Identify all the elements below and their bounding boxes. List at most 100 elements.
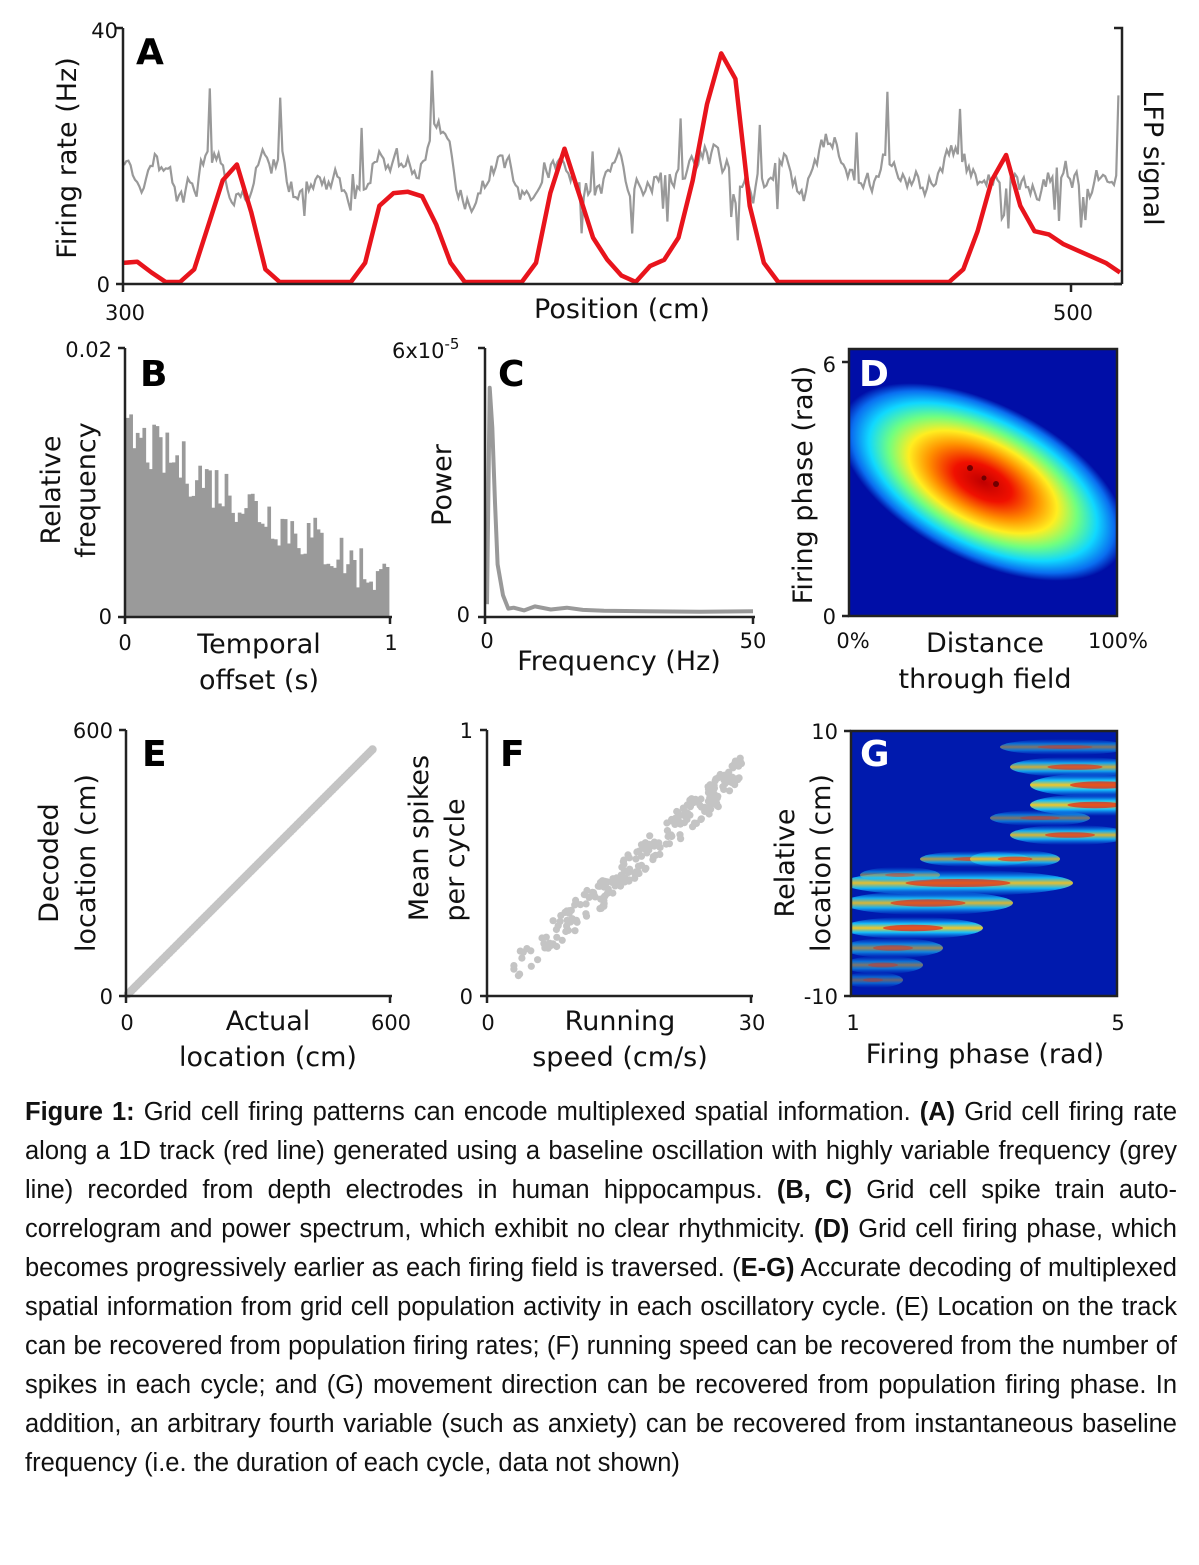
speed-point	[518, 954, 526, 962]
speed-point	[516, 947, 524, 955]
histogram-bar	[313, 517, 318, 617]
panel-c-ytick-top: 6x10-5	[392, 335, 459, 363]
histogram-bar	[310, 537, 314, 617]
speed-point	[510, 962, 518, 970]
panel-d-xlabel-2: through field	[899, 664, 1072, 695]
speed-point	[523, 945, 531, 953]
heatmap-streak-core	[1070, 781, 1117, 789]
panel-c-xtick-50: 50	[740, 629, 767, 653]
panel-c: C 6x10-5 0 0 50 Frequency (Hz) Power	[392, 335, 766, 677]
histogram-bar	[181, 441, 186, 617]
histogram-bar	[234, 521, 239, 617]
histogram-bar	[224, 473, 229, 617]
phase-precession-heatmap	[849, 349, 1117, 616]
speed-point	[600, 902, 608, 910]
speed-point	[696, 801, 704, 810]
panel-g-xlabel: Firing phase (rad)	[866, 1039, 1104, 1070]
speed-point	[538, 934, 546, 942]
histogram-bar	[178, 477, 183, 617]
heatmap-streak	[860, 867, 940, 883]
speed-point	[620, 856, 628, 864]
histogram-bar	[277, 545, 281, 617]
speed-point	[556, 917, 564, 926]
speed-point	[582, 900, 590, 908]
speed-point	[728, 762, 736, 770]
caption-part-4: Grid cell firing phase, which becomes pr…	[25, 1215, 1177, 1282]
histogram-bar	[280, 518, 285, 617]
panel-b-xlabel-2: offset (s)	[199, 665, 319, 696]
speed-point	[642, 864, 650, 872]
speed-point	[564, 926, 572, 935]
panel-a-ylabel: Firing rate (Hz)	[52, 57, 83, 258]
speed-point	[674, 808, 682, 816]
histogram-bar	[293, 533, 298, 617]
histogram-bar	[227, 495, 232, 617]
heatmap-streak	[851, 972, 903, 988]
histogram-bar	[365, 582, 370, 617]
caption-part-1: Grid cell firing patterns can encode mul…	[134, 1098, 920, 1126]
speed-point	[736, 754, 744, 762]
speed-point	[633, 848, 641, 856]
heatmap-streaks	[851, 739, 1117, 988]
caption-tag-d: (D)	[814, 1215, 850, 1243]
speed-point	[624, 851, 632, 859]
autocorrelogram-bars	[126, 414, 390, 617]
histogram-bar	[385, 567, 390, 617]
histogram-bar	[359, 548, 364, 617]
heatmap-streak-core	[1047, 764, 1103, 770]
histogram-bar	[336, 559, 341, 617]
histogram-bar	[342, 573, 347, 617]
panel-a-xtick-500: 500	[1053, 301, 1093, 325]
histogram-bar	[346, 564, 350, 617]
decoded-location-points	[123, 745, 377, 999]
heatmap-streak-core	[1067, 801, 1117, 809]
histogram-bar	[198, 465, 203, 617]
panel-g-xtick-5: 5	[1111, 1011, 1124, 1035]
speed-point	[604, 885, 612, 893]
histogram-bar	[379, 569, 383, 617]
panel-c-xlabel: Frequency (Hz)	[517, 646, 721, 677]
panel-a-ytick-0: 0	[97, 273, 110, 297]
panel-f-xlabel-1: Running	[565, 1006, 676, 1037]
heatmap-streak-core	[890, 899, 966, 907]
speed-point	[596, 882, 604, 890]
histogram-bar	[172, 462, 176, 617]
histogram-bar	[300, 554, 304, 617]
speed-point	[649, 856, 657, 864]
panel-f: F 0 1 0 30 Running speed (cm/s) Mean spi…	[404, 719, 765, 1073]
speed-point	[680, 819, 689, 827]
speed-point	[621, 867, 629, 875]
speed-point	[671, 814, 679, 822]
histogram-bar	[329, 566, 334, 617]
caption-part-5: Accurate decoding of multiplexed spatial…	[25, 1254, 1177, 1477]
histogram-bar	[382, 563, 387, 617]
panel-e-xtick-600: 600	[371, 1011, 411, 1035]
heatmap-streak-core	[863, 978, 883, 982]
panel-f-ytick-0: 0	[460, 985, 473, 1009]
panel-c-label: C	[498, 354, 524, 395]
figure-caption: Figure 1: Grid cell firing patterns can …	[25, 1093, 1177, 1483]
speed-point	[549, 917, 557, 925]
panel-d-label: D	[859, 354, 889, 395]
speed-point	[546, 939, 554, 947]
histogram-bar	[326, 563, 331, 617]
speed-point	[706, 802, 715, 810]
panel-b-label: B	[140, 354, 167, 395]
histogram-bar	[149, 469, 153, 617]
speed-point	[625, 876, 633, 884]
speed-point	[557, 912, 565, 920]
heatmap-streak-core	[1020, 816, 1060, 820]
panel-b-ytick-top: 0.02	[65, 338, 112, 362]
panel-b-ylabel-2: frequency	[71, 422, 102, 557]
speed-point	[558, 936, 566, 944]
speed-point	[697, 815, 705, 824]
panel-b-xlabel-1: Temporal	[196, 629, 321, 660]
panel-e-ytick-600: 600	[73, 719, 113, 743]
histogram-bar	[165, 432, 170, 617]
speed-point	[637, 852, 646, 860]
panel-a-xlabel: Position (cm)	[534, 294, 710, 325]
panel-e-xlabel-2: location (cm)	[179, 1042, 357, 1073]
firing-rate-line	[122, 51, 1122, 285]
heatmap-streak-core	[1037, 745, 1093, 749]
panel-a-xtick-300: 300	[105, 301, 145, 325]
